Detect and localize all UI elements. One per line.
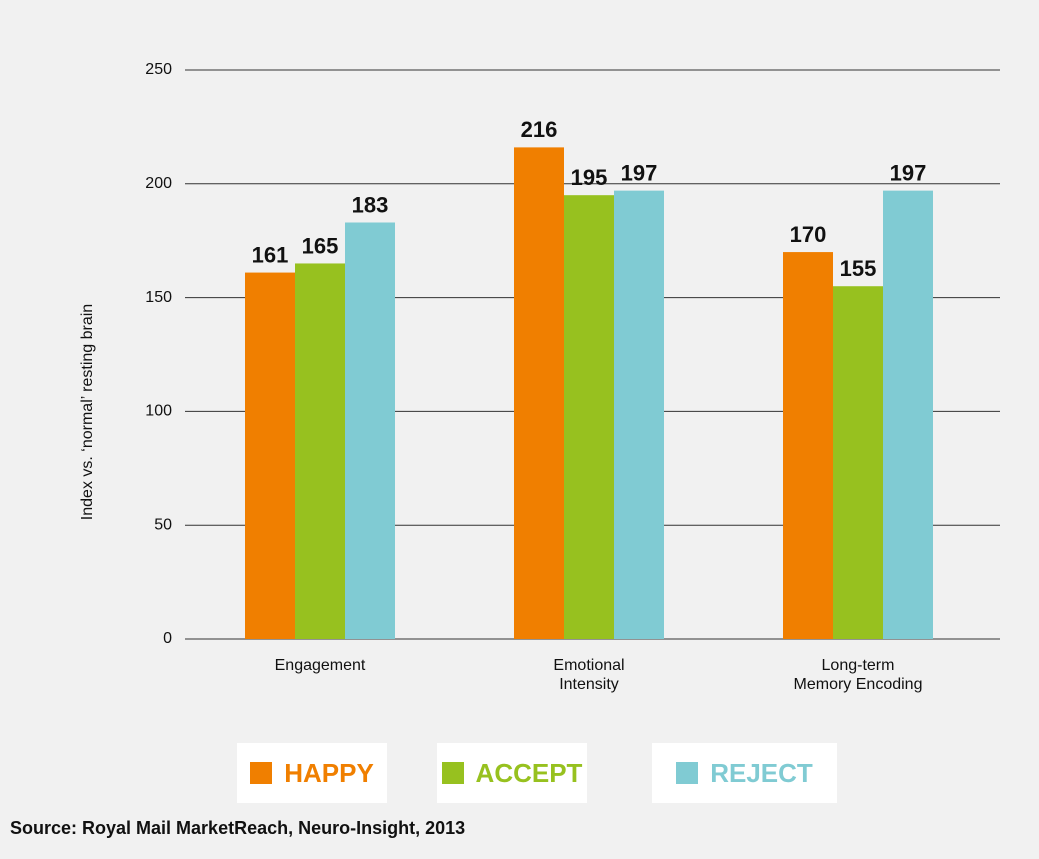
legend-label: REJECT [710, 757, 813, 788]
value-label: 183 [352, 192, 389, 217]
y-tick-label: 100 [145, 403, 172, 420]
value-label: 155 [840, 256, 877, 281]
y-axis-label: Index vs. ‘normal’ resting brain [79, 304, 96, 520]
legend-item: ACCEPT [437, 743, 587, 803]
legend-label: HAPPY [284, 757, 374, 788]
bar [564, 195, 614, 639]
bar [514, 147, 564, 639]
y-tick-label: 250 [145, 61, 172, 78]
y-tick-label: 0 [163, 630, 172, 647]
value-label: 170 [790, 222, 827, 247]
value-label: 216 [521, 117, 558, 142]
bar [783, 252, 833, 639]
bar [833, 286, 883, 639]
legend-item: REJECT [652, 743, 837, 803]
x-tick-label: Emotional Intensity [553, 657, 625, 693]
legend-label: ACCEPT [475, 757, 583, 788]
x-tick-label: Long-term Memory Encoding [793, 657, 923, 693]
x-tick-label: Engagement [274, 657, 366, 674]
y-tick-label: 200 [145, 175, 172, 192]
legend-item: HAPPY [237, 743, 387, 803]
value-label: 197 [621, 160, 658, 185]
legend-swatch [676, 762, 699, 784]
legend-swatch [250, 762, 273, 784]
bar [883, 190, 933, 640]
y-tick-label: 150 [145, 289, 172, 306]
legend-swatch [441, 762, 464, 784]
bar [295, 263, 345, 639]
bar [614, 190, 664, 640]
bar [345, 222, 395, 639]
bar [245, 272, 295, 639]
y-tick-label: 50 [154, 516, 172, 533]
value-label: 161 [252, 242, 289, 267]
value-label: 195 [571, 165, 608, 190]
value-label: 165 [302, 233, 339, 258]
value-label: 197 [890, 160, 927, 185]
source: Source: Royal Mail MarketReach, Neuro-In… [10, 818, 466, 838]
